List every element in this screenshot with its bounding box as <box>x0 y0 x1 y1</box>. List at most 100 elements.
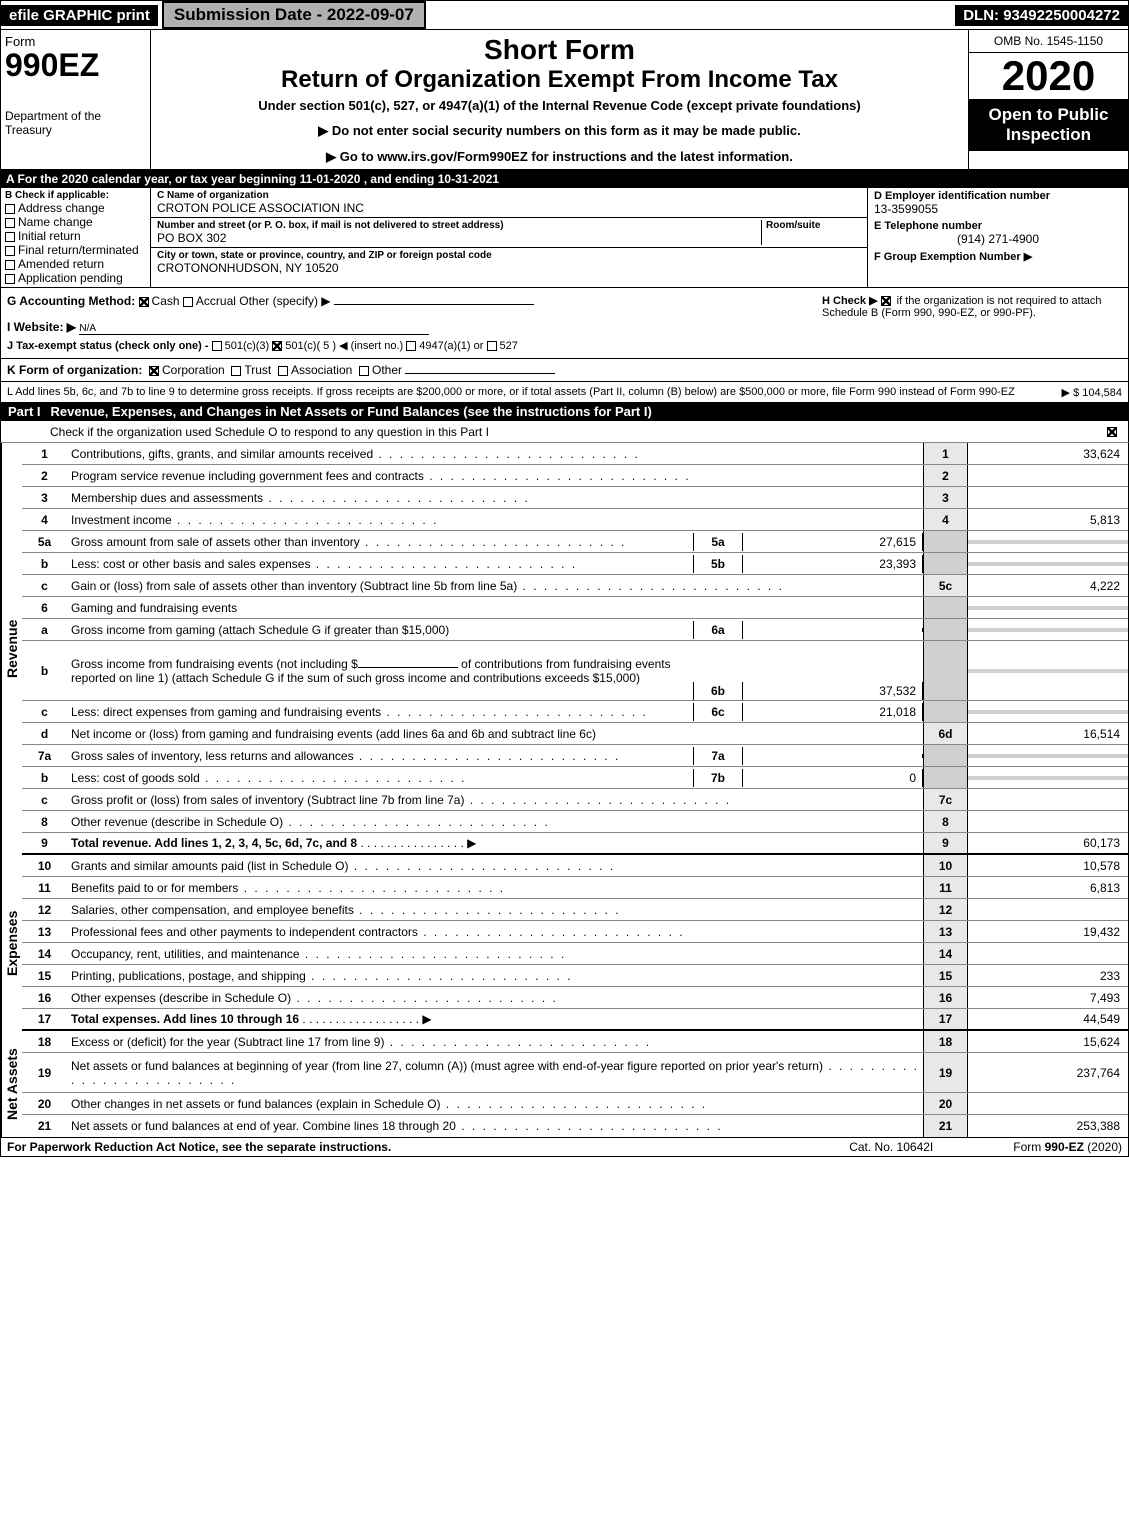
addr-change-checkbox[interactable] <box>5 204 15 214</box>
dept-treasury: Department of the Treasury <box>5 109 146 137</box>
501c3-checkbox[interactable] <box>212 341 222 351</box>
line18-desc: Excess or (deficit) for the year (Subtra… <box>67 1033 923 1051</box>
line7c-val <box>968 798 1128 802</box>
part1-check-text: Check if the organization used Schedule … <box>46 423 1098 441</box>
part1-title: Revenue, Expenses, and Changes in Net As… <box>51 404 1121 419</box>
4947-label: 4947(a)(1) or <box>419 340 483 352</box>
app-pending-checkbox[interactable] <box>5 274 15 284</box>
line5b-val: 23,393 <box>743 555 923 573</box>
part1-header: Part I Revenue, Expenses, and Changes in… <box>0 402 1129 421</box>
tel-value: (914) 271-4900 <box>874 232 1122 246</box>
4947-checkbox[interactable] <box>406 341 416 351</box>
line16-val: 7,493 <box>968 989 1128 1007</box>
line21-val: 253,388 <box>968 1117 1128 1135</box>
line7a-desc: Gross sales of inventory, less returns a… <box>67 747 693 765</box>
cash-checkbox[interactable] <box>139 297 149 307</box>
line9-val: 60,173 <box>968 834 1128 852</box>
line7c-desc: Gross profit or (loss) from sales of inv… <box>67 791 923 809</box>
part1-schedule-o-checkbox[interactable] <box>1107 427 1117 437</box>
top-bar: efile GRAPHIC print Submission Date - 20… <box>0 0 1129 30</box>
527-checkbox[interactable] <box>487 341 497 351</box>
accrual-checkbox[interactable] <box>183 297 193 307</box>
corp-label: Corporation <box>162 363 225 377</box>
line17-val: 44,549 <box>968 1010 1128 1028</box>
cash-label: Cash <box>152 294 180 308</box>
line15-desc: Printing, publications, postage, and shi… <box>67 967 923 985</box>
line5a-desc: Gross amount from sale of assets other t… <box>67 533 693 551</box>
line11-val: 6,813 <box>968 879 1128 897</box>
line9-desc: Total revenue. Add lines 1, 2, 3, 4, 5c,… <box>71 836 357 850</box>
line5b-desc: Less: cost or other basis and sales expe… <box>67 555 693 573</box>
line5c-val: 4,222 <box>968 577 1128 595</box>
line15-val: 233 <box>968 967 1128 985</box>
accrual-label: Accrual <box>196 294 236 308</box>
amended-return-label: Amended return <box>18 257 104 271</box>
assoc-checkbox[interactable] <box>278 366 288 376</box>
line12-val <box>968 908 1128 912</box>
initial-return-checkbox[interactable] <box>5 232 15 242</box>
h-checkbox[interactable] <box>881 296 891 306</box>
line19-desc: Net assets or fund balances at beginning… <box>67 1057 923 1089</box>
line6c-desc: Less: direct expenses from gaming and fu… <box>67 703 693 721</box>
amended-return-checkbox[interactable] <box>5 260 15 270</box>
501c3-label: 501(c)(3) <box>225 340 270 352</box>
irs-link: ▶ Go to www.irs.gov/Form990EZ for instru… <box>155 149 964 165</box>
line8-desc: Other revenue (describe in Schedule O) <box>67 813 923 831</box>
line11-desc: Benefits paid to or for members <box>67 879 923 897</box>
501c-checkbox[interactable] <box>272 341 282 351</box>
line6d-desc: Net income or (loss) from gaming and fun… <box>67 725 923 743</box>
line7b-desc: Less: cost of goods sold <box>67 769 693 787</box>
assoc-label: Association <box>291 363 352 377</box>
line20-desc: Other changes in net assets or fund bala… <box>67 1095 923 1113</box>
line6c-val: 21,018 <box>743 703 923 721</box>
line14-val <box>968 952 1128 956</box>
line3-desc: Membership dues and assessments <box>67 489 923 507</box>
addr-change-label: Address change <box>18 201 105 215</box>
app-pending-label: Application pending <box>18 271 123 285</box>
expenses-section: Expenses 10Grants and similar amounts pa… <box>0 855 1129 1031</box>
corp-checkbox[interactable] <box>149 366 159 376</box>
netassets-vlabel: Net Assets <box>1 1031 22 1137</box>
room-label: Room/suite <box>766 220 861 231</box>
row-a-taxyear: A For the 2020 calendar year, or tax yea… <box>0 170 1129 188</box>
line-k: K Form of organization: Corporation Trus… <box>0 359 1129 382</box>
line5a-val: 27,615 <box>743 533 923 551</box>
final-return-checkbox[interactable] <box>5 246 15 256</box>
b-label: B Check if applicable: <box>5 190 146 201</box>
line21-desc: Net assets or fund balances at end of ye… <box>67 1117 923 1135</box>
info-block: B Check if applicable: Address change Na… <box>0 188 1129 288</box>
expenses-vlabel: Expenses <box>1 855 22 1031</box>
other-org-checkbox[interactable] <box>359 366 369 376</box>
line16-desc: Other expenses (describe in Schedule O) <box>67 989 923 1007</box>
ein-value: 13-3599055 <box>874 202 1122 216</box>
501c-label: 501(c)( 5 ) ◀ (insert no.) <box>285 340 403 352</box>
g-acct-label: G Accounting Method: <box>7 294 135 308</box>
line18-val: 15,624 <box>968 1033 1128 1051</box>
open-public: Open to Public Inspection <box>969 99 1128 151</box>
efile-label: efile GRAPHIC print <box>1 5 158 26</box>
c-city-label: City or town, state or province, country… <box>157 250 861 261</box>
form-number: 990EZ <box>5 49 146 81</box>
line5c-desc: Gain or (loss) from sale of assets other… <box>67 577 923 595</box>
line6d-val: 16,514 <box>968 725 1128 743</box>
line14-desc: Occupancy, rent, utilities, and maintena… <box>67 945 923 963</box>
trust-checkbox[interactable] <box>231 366 241 376</box>
line1-desc: Contributions, gifts, grants, and simila… <box>67 445 923 463</box>
form-header: Form 990EZ Department of the Treasury Sh… <box>0 30 1129 170</box>
j-label: J Tax-exempt status (check only one) - <box>7 340 209 352</box>
line2-desc: Program service revenue including govern… <box>67 467 923 485</box>
other-specify-label: Other (specify) ▶ <box>239 294 330 308</box>
527-label: 527 <box>500 340 518 352</box>
trust-label: Trust <box>244 363 271 377</box>
part1-num: Part I <box>8 404 51 419</box>
submission-date: Submission Date - 2022-09-07 <box>162 1 426 29</box>
name-change-checkbox[interactable] <box>5 218 15 228</box>
line6b-val: 37,532 <box>743 682 923 700</box>
line6a-val <box>743 628 923 632</box>
org-city: CROTONONHUDSON, NY 10520 <box>157 261 861 275</box>
line4-val: 5,813 <box>968 511 1128 529</box>
website-label: I Website: ▶ <box>7 320 76 334</box>
line7a-val <box>743 754 923 758</box>
org-name: CROTON POLICE ASSOCIATION INC <box>157 201 861 215</box>
return-title: Return of Organization Exempt From Incom… <box>155 66 964 94</box>
